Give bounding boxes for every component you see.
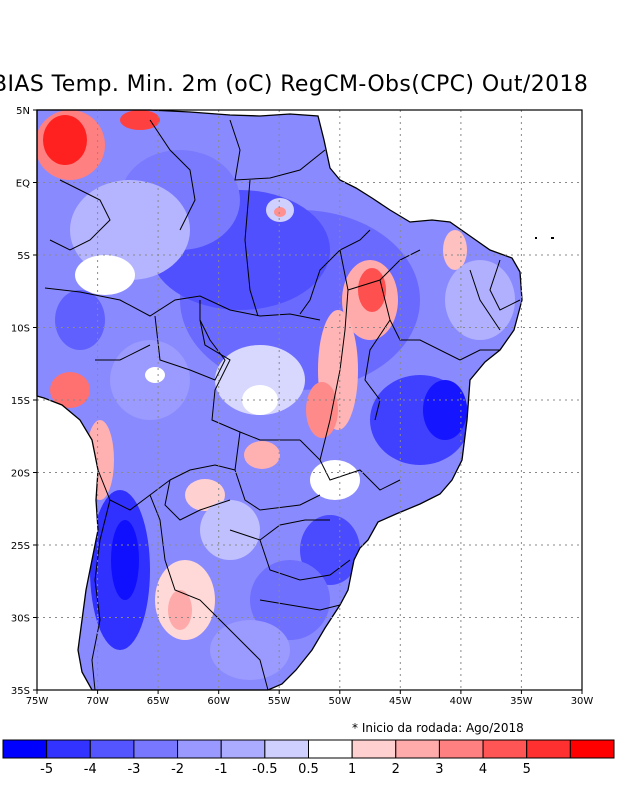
lon-label: 55W xyxy=(268,696,291,707)
lon-label: 65W xyxy=(147,696,170,707)
colorbar-swatch xyxy=(177,739,222,759)
lon-label: 40W xyxy=(450,696,473,707)
colorbar-label: 2 xyxy=(392,762,400,777)
colorbar-swatch xyxy=(569,739,615,759)
colorbar-swatch xyxy=(308,739,353,759)
state-borders xyxy=(44,119,521,690)
lat-label: 20S xyxy=(11,469,30,480)
colorbar-swatch xyxy=(220,739,266,759)
colorbar-swatch xyxy=(46,739,91,759)
colorbar-swatch xyxy=(395,739,440,759)
colorbar-label: -4 xyxy=(84,762,97,777)
colorbar-label: 0.5 xyxy=(298,762,319,777)
lon-label: 60W xyxy=(207,696,230,707)
colorbar-label: -1 xyxy=(215,762,228,777)
lon-label: 35W xyxy=(510,696,533,707)
colorbar-label: 4 xyxy=(479,762,487,777)
lat-label: 5N xyxy=(16,106,30,117)
lat-label: 10S xyxy=(11,324,30,335)
colorbar-label: 3 xyxy=(435,762,443,777)
colorbar-swatch xyxy=(482,739,528,759)
colorbar-label: -5 xyxy=(40,762,53,777)
colorbar-label: 5 xyxy=(523,762,531,777)
colorbar: -5 -4 -3 -2 -1 -0.5 0.5 1 2 3 4 5 xyxy=(2,739,615,777)
tick-marks xyxy=(33,109,583,694)
lat-label: 30S xyxy=(11,614,30,625)
colorbar-label: 1 xyxy=(348,762,356,777)
island-marker xyxy=(535,237,537,239)
lon-label: 50W xyxy=(328,696,351,707)
lon-label: 70W xyxy=(86,696,109,707)
colorbar-swatch xyxy=(264,739,310,759)
lat-label: 25S xyxy=(11,541,30,552)
colorbar-swatch xyxy=(133,739,179,759)
map-grid xyxy=(37,110,582,690)
colorbar-swatch xyxy=(351,739,397,759)
run-start-note: * Inicio da rodada: Ago/2018 xyxy=(352,721,524,735)
lon-label: 30W xyxy=(571,696,594,707)
lat-labels: 5N EQ 5S 10S 15S 20S 25S 30S 35S xyxy=(11,106,30,697)
map-plot: 5N EQ 5S 10S 15S 20S 25S 30S 35S 75W 70W… xyxy=(11,106,594,707)
island-marker xyxy=(551,237,554,239)
colorbar-swatch xyxy=(438,739,484,759)
lat-label: EQ xyxy=(16,179,30,190)
colorbar-label: -3 xyxy=(127,762,140,777)
colorbar-label: -2 xyxy=(171,762,184,777)
colorbar-label: -0.5 xyxy=(252,762,277,777)
colorbar-swatch xyxy=(89,739,135,759)
map-title-text: BIAS Temp. Min. 2m (oC) RegCM-Obs(CPC) O… xyxy=(0,72,589,97)
colorbar-swatch xyxy=(2,739,48,759)
lat-label: 5S xyxy=(17,251,30,262)
lon-label: 75W xyxy=(26,696,49,707)
colorbar-swatch xyxy=(526,739,571,759)
map-title: BIAS Temp. Min. 2m (oC) RegCM-Obs(CPC) O… xyxy=(0,72,618,102)
lat-label: 15S xyxy=(11,396,30,407)
lon-label: 45W xyxy=(389,696,412,707)
lat-label: 35S xyxy=(11,686,30,697)
lon-labels: 75W 70W 65W 60W 55W 50W 45W 40W 35W 30W xyxy=(26,696,594,707)
